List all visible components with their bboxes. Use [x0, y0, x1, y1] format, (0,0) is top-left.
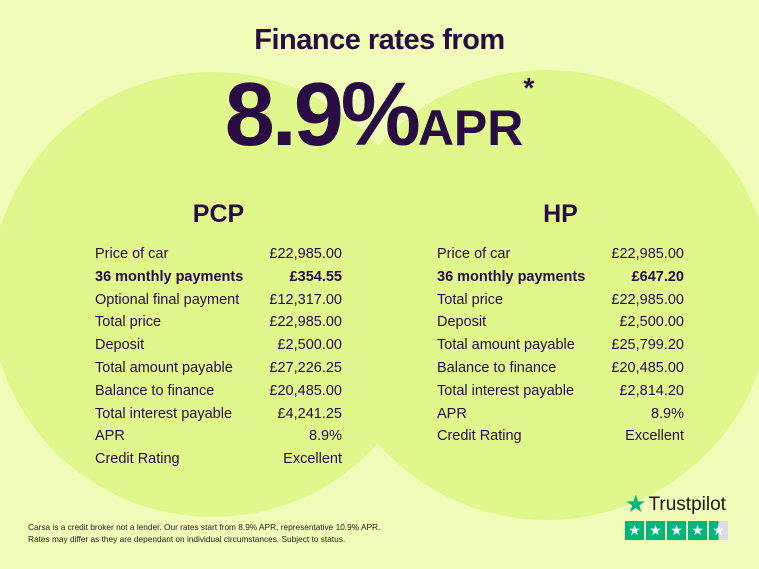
- row-value: £27,226.25: [269, 359, 342, 376]
- row-value: £647.20: [631, 268, 684, 285]
- row-label: APR: [437, 405, 467, 422]
- row-value: £20,485.00: [269, 382, 342, 399]
- hp-table: HP Price of car £22,985.00 36 monthly payme…: [437, 200, 684, 448]
- row-value: £22,985.00: [269, 314, 342, 331]
- row-value: £22,985.00: [611, 291, 684, 308]
- row-label: Total amount payable: [437, 337, 575, 354]
- star-icon: ★: [646, 521, 665, 540]
- row-value: £12,317.00: [269, 291, 342, 308]
- table-row: Balance to finance £20,485.00: [437, 357, 684, 380]
- row-value: £25,799.20: [611, 337, 684, 354]
- table-row: Price of car £22,985.00: [95, 243, 342, 266]
- row-value: Excellent: [283, 451, 342, 468]
- row-value: 8.9%: [650, 405, 684, 422]
- row-label: APR: [95, 428, 125, 445]
- row-value: £354.55: [289, 268, 342, 285]
- right-circle-decoration: [322, 70, 759, 520]
- rate-value: 8.9%: [224, 65, 421, 165]
- pcp-title: PCP: [192, 200, 245, 228]
- row-label: Total interest payable: [437, 382, 575, 399]
- row-label: Optional final payment: [95, 291, 240, 308]
- row-value: £20,485.00: [611, 359, 684, 376]
- rate-headline: 8.9%APR*: [0, 64, 759, 167]
- table-row: Total price £22,985.00: [437, 289, 684, 312]
- star-icon: ★: [667, 521, 686, 540]
- trustpilot-rating-stars: ★ ★ ★ ★ ★: [625, 521, 731, 540]
- trustpilot-badge[interactable]: ★ Trustpilot ★ ★ ★ ★ ★: [625, 491, 731, 540]
- row-label: Price of car: [437, 246, 511, 262]
- row-label: Total price: [95, 314, 162, 331]
- row-label: Total price: [437, 291, 504, 308]
- table-row: APR 8.9%: [95, 425, 342, 448]
- star-icon: ★: [709, 521, 728, 540]
- headline: Finance rates from: [254, 24, 505, 56]
- row-value: £22,985.00: [611, 246, 684, 262]
- table-row: Price of car £22,985.00: [437, 243, 684, 266]
- row-label: Deposit: [437, 314, 487, 331]
- row-label: Credit Rating: [437, 428, 522, 445]
- row-value: £22,985.00: [269, 246, 342, 262]
- table-row: 36 monthly payments £354.55: [95, 266, 342, 289]
- star-icon: ★: [688, 521, 707, 540]
- row-label: Deposit: [95, 337, 145, 354]
- row-label: Total amount payable: [95, 359, 233, 376]
- table-row: Balance to finance £20,485.00: [95, 380, 342, 403]
- row-label: 36 monthly payments: [437, 268, 586, 285]
- row-label: Balance to finance: [95, 382, 215, 399]
- asterisk: *: [523, 72, 535, 103]
- table-row: Optional final payment £12,317.00: [95, 289, 342, 312]
- hp-title: HP: [543, 200, 578, 228]
- disclaimer-line-2: Rates may differ as they are dependant o…: [28, 534, 346, 544]
- table-row: Credit Rating Excellent: [437, 425, 684, 448]
- table-row: APR 8.9%: [437, 403, 684, 426]
- trustpilot-star-icon: ★: [625, 491, 647, 518]
- disclaimer-line-1: Carsa is a credit broker not a lender. O…: [28, 522, 381, 532]
- row-value: £2,814.20: [619, 382, 684, 399]
- table-row: Deposit £2,500.00: [437, 311, 684, 334]
- pcp-table: PCP Price of car £22,985.00 36 monthly paym…: [95, 200, 342, 471]
- row-label: Balance to finance: [437, 359, 557, 376]
- row-label: Price of car: [95, 246, 169, 262]
- table-row: Total amount payable £27,226.25: [95, 357, 342, 380]
- row-value: £4,241.25: [277, 405, 342, 422]
- table-row: Total amount payable £25,799.20: [437, 334, 684, 357]
- row-label: Total interest payable: [95, 405, 233, 422]
- row-value: £2,500.00: [277, 337, 342, 354]
- table-row: Credit Rating Excellent: [95, 448, 342, 471]
- table-row: Deposit £2,500.00: [95, 334, 342, 357]
- row-value: Excellent: [625, 428, 684, 445]
- table-row: Total interest payable £4,241.25: [95, 403, 342, 426]
- row-value: 8.9%: [308, 428, 342, 445]
- disclaimer: Carsa is a credit broker not a lender. O…: [28, 521, 380, 545]
- trustpilot-name: Trustpilot: [648, 494, 726, 515]
- row-label: Credit Rating: [95, 451, 180, 468]
- star-icon: ★: [625, 521, 644, 540]
- apr-label: APR: [417, 100, 524, 156]
- row-label: 36 monthly payments: [95, 268, 244, 285]
- row-value: £2,500.00: [619, 314, 684, 331]
- table-row: Total price £22,985.00: [95, 311, 342, 334]
- table-row: 36 monthly payments £647.20: [437, 266, 684, 289]
- table-row: Total interest payable £2,814.20: [437, 380, 684, 403]
